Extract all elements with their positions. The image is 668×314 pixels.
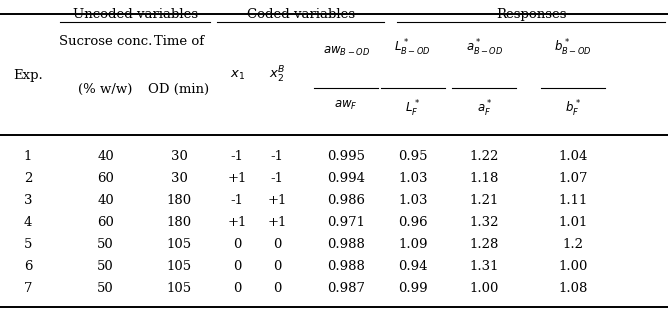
Text: 1.32: 1.32 <box>470 216 499 230</box>
Text: Uncoded variables: Uncoded variables <box>73 8 198 21</box>
Text: 1.28: 1.28 <box>470 238 499 252</box>
Text: 105: 105 <box>166 260 192 273</box>
Text: 1.22: 1.22 <box>470 150 499 164</box>
Text: $L^*_F$: $L^*_F$ <box>405 99 420 119</box>
Text: 0.994: 0.994 <box>327 172 365 186</box>
Text: 1.09: 1.09 <box>398 238 428 252</box>
Text: 1.03: 1.03 <box>398 194 428 208</box>
Text: 0: 0 <box>273 282 281 295</box>
Text: OD (min): OD (min) <box>148 83 210 96</box>
Text: 1.31: 1.31 <box>470 260 499 273</box>
Text: 3: 3 <box>24 194 32 208</box>
Text: -1: -1 <box>230 194 244 208</box>
Text: 1.00: 1.00 <box>558 260 588 273</box>
Text: 0: 0 <box>233 238 241 252</box>
Text: Sucrose conc.: Sucrose conc. <box>59 35 152 47</box>
Text: 0.971: 0.971 <box>327 216 365 230</box>
Text: 60: 60 <box>97 216 114 230</box>
Text: 0.96: 0.96 <box>398 216 428 230</box>
Text: 6: 6 <box>24 260 32 273</box>
Text: 0.94: 0.94 <box>398 260 428 273</box>
Text: $x_1$: $x_1$ <box>230 69 244 82</box>
Text: 5: 5 <box>24 238 32 252</box>
Text: $a^*_F$: $a^*_F$ <box>477 99 492 119</box>
Text: 0.995: 0.995 <box>327 150 365 164</box>
Text: 1.2: 1.2 <box>562 238 584 252</box>
Text: 0.987: 0.987 <box>327 282 365 295</box>
Text: $L^*_{B-OD}$: $L^*_{B-OD}$ <box>395 38 431 58</box>
Text: 0.986: 0.986 <box>327 194 365 208</box>
Text: $aw_F$: $aw_F$ <box>334 99 358 112</box>
Text: $b^*_{B-OD}$: $b^*_{B-OD}$ <box>554 38 592 58</box>
Text: -1: -1 <box>271 172 284 186</box>
Text: 0: 0 <box>273 260 281 273</box>
Text: Exp.: Exp. <box>13 69 43 82</box>
Text: 4: 4 <box>24 216 32 230</box>
Text: +1: +1 <box>267 216 287 230</box>
Text: +1: +1 <box>227 216 247 230</box>
Text: 30: 30 <box>170 150 188 164</box>
Text: 1.03: 1.03 <box>398 172 428 186</box>
Text: 1.11: 1.11 <box>558 194 588 208</box>
Text: -1: -1 <box>230 150 244 164</box>
Text: 1.08: 1.08 <box>558 282 588 295</box>
Text: 180: 180 <box>166 216 192 230</box>
Text: 40: 40 <box>97 194 114 208</box>
Text: 50: 50 <box>97 238 114 252</box>
Text: 105: 105 <box>166 238 192 252</box>
Text: -1: -1 <box>271 150 284 164</box>
Text: 2: 2 <box>24 172 32 186</box>
Text: 50: 50 <box>97 260 114 273</box>
Text: 0.988: 0.988 <box>327 260 365 273</box>
Text: 1.04: 1.04 <box>558 150 588 164</box>
Text: 50: 50 <box>97 282 114 295</box>
Text: 1.01: 1.01 <box>558 216 588 230</box>
Text: 1.18: 1.18 <box>470 172 499 186</box>
Text: 60: 60 <box>97 172 114 186</box>
Text: +1: +1 <box>267 194 287 208</box>
Text: 7: 7 <box>24 282 32 295</box>
Text: 0.988: 0.988 <box>327 238 365 252</box>
Text: Responses: Responses <box>496 8 566 21</box>
Text: 0: 0 <box>273 238 281 252</box>
Text: 105: 105 <box>166 282 192 295</box>
Text: (% w/w): (% w/w) <box>78 83 133 96</box>
Text: 0: 0 <box>233 282 241 295</box>
Text: $x_2^B$: $x_2^B$ <box>269 65 285 85</box>
Text: $a^*_{B-OD}$: $a^*_{B-OD}$ <box>466 38 503 58</box>
Text: 1.21: 1.21 <box>470 194 499 208</box>
Text: $b^*_F$: $b^*_F$ <box>565 99 581 119</box>
Text: 1.00: 1.00 <box>470 282 499 295</box>
Text: 30: 30 <box>170 172 188 186</box>
Text: 0: 0 <box>233 260 241 273</box>
Text: Coded variables: Coded variables <box>246 8 355 21</box>
Text: 40: 40 <box>97 150 114 164</box>
Text: 180: 180 <box>166 194 192 208</box>
Text: Time of: Time of <box>154 35 204 47</box>
Text: $aw_{B-OD}$: $aw_{B-OD}$ <box>323 45 369 58</box>
Text: +1: +1 <box>227 172 247 186</box>
Text: 0.99: 0.99 <box>398 282 428 295</box>
Text: 1.07: 1.07 <box>558 172 588 186</box>
Text: 0.95: 0.95 <box>398 150 428 164</box>
Text: 1: 1 <box>24 150 32 164</box>
